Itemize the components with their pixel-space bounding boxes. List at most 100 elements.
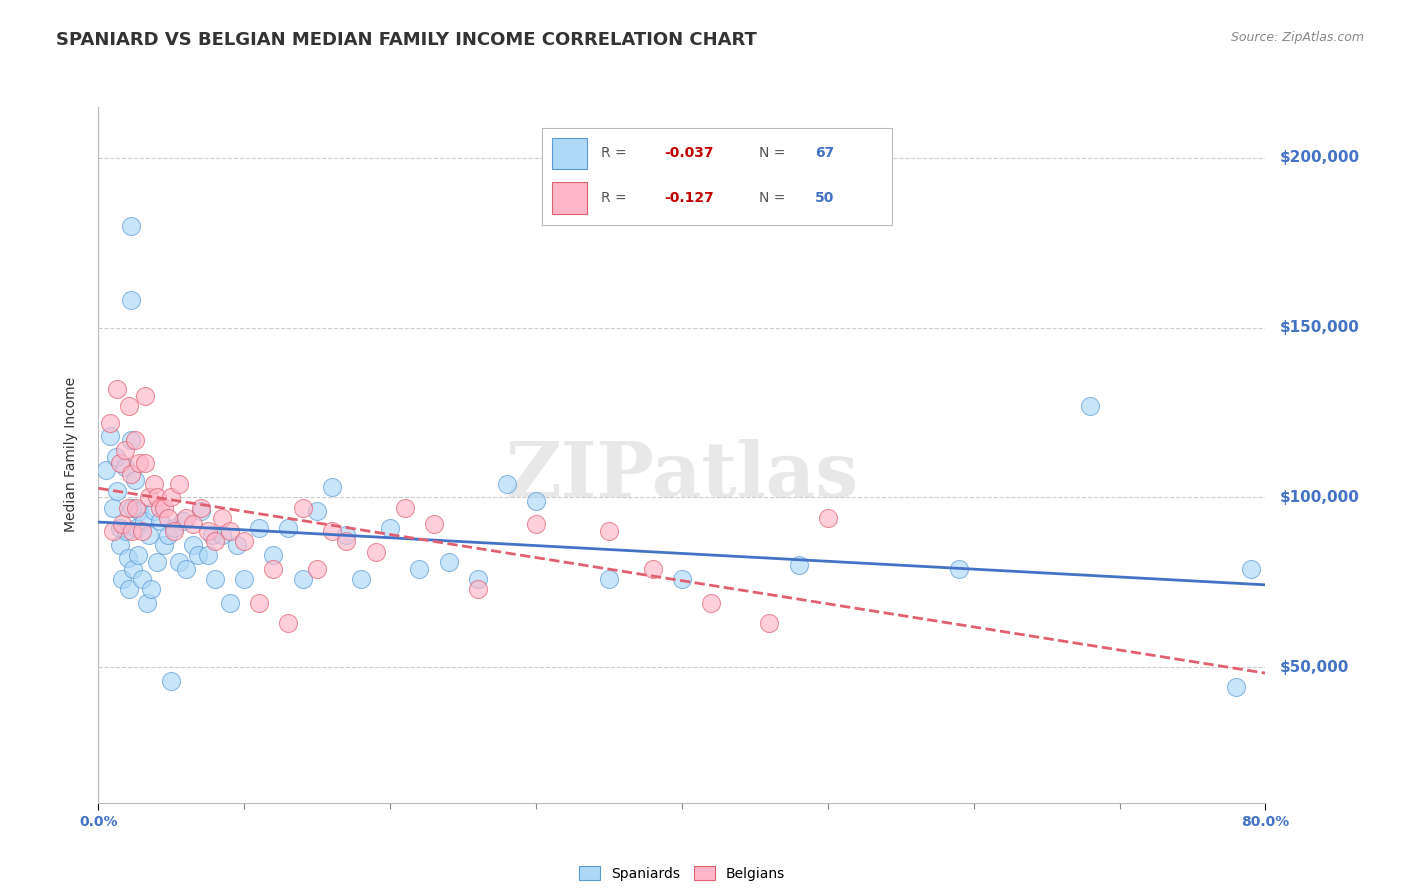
Point <box>134 388 156 402</box>
Point <box>218 596 240 610</box>
Point <box>134 457 156 471</box>
Point <box>204 572 226 586</box>
Point <box>204 534 226 549</box>
Point <box>181 538 204 552</box>
Point <box>277 521 299 535</box>
Point <box>233 572 256 586</box>
Point <box>118 399 141 413</box>
Text: $200,000: $200,000 <box>1279 151 1360 165</box>
Point <box>335 527 357 541</box>
Y-axis label: Median Family Income: Median Family Income <box>63 377 77 533</box>
Point <box>948 561 970 575</box>
Point <box>247 521 270 535</box>
Point <box>132 514 155 528</box>
Point <box>139 582 162 596</box>
Point <box>700 596 723 610</box>
Point <box>247 596 270 610</box>
Point <box>197 524 219 539</box>
Point <box>190 504 212 518</box>
Point <box>1080 399 1102 413</box>
Point <box>211 527 233 541</box>
Point <box>226 538 249 552</box>
Point <box>160 491 183 505</box>
Point <box>124 433 146 447</box>
Point <box>181 517 204 532</box>
Point <box>125 500 148 515</box>
Point <box>157 527 180 541</box>
Point <box>291 500 314 515</box>
Point <box>120 293 142 308</box>
Text: $150,000: $150,000 <box>1279 320 1360 335</box>
Point <box>120 433 142 447</box>
Point <box>787 558 810 573</box>
Point <box>117 500 139 515</box>
Point <box>105 382 128 396</box>
Point <box>110 521 132 535</box>
Point <box>111 572 134 586</box>
Point <box>350 572 373 586</box>
Point <box>153 500 176 515</box>
Text: $100,000: $100,000 <box>1279 490 1360 505</box>
Point <box>197 548 219 562</box>
Point <box>114 442 136 457</box>
Point <box>307 561 329 575</box>
Point <box>153 538 176 552</box>
Point <box>125 521 148 535</box>
Point <box>111 517 134 532</box>
Point <box>218 524 240 539</box>
Point <box>135 596 157 610</box>
Point <box>394 500 416 515</box>
Point <box>110 457 132 471</box>
Point <box>121 524 143 539</box>
Point <box>101 524 124 539</box>
Legend: Spaniards, Belgians: Spaniards, Belgians <box>574 861 790 887</box>
Point <box>321 524 343 539</box>
Point <box>157 510 180 524</box>
Point <box>233 534 256 549</box>
Point <box>101 500 124 515</box>
Text: Source: ZipAtlas.com: Source: ZipAtlas.com <box>1230 31 1364 45</box>
Point <box>98 429 121 443</box>
Point <box>149 500 172 515</box>
Point <box>291 572 314 586</box>
Point <box>307 504 329 518</box>
Point <box>105 483 128 498</box>
Point <box>423 517 446 532</box>
Point <box>128 504 150 518</box>
Point <box>163 524 186 539</box>
Point <box>335 534 357 549</box>
Point <box>190 500 212 515</box>
Point <box>641 561 664 575</box>
Point <box>671 572 693 586</box>
Point <box>262 548 284 562</box>
Point <box>128 457 150 471</box>
Point <box>277 615 299 630</box>
Point <box>117 551 139 566</box>
Point <box>104 450 127 464</box>
Point <box>131 572 153 586</box>
Point <box>142 476 165 491</box>
Point <box>174 510 197 524</box>
Point <box>114 459 136 474</box>
Point <box>138 527 160 541</box>
Point <box>146 555 169 569</box>
Point <box>110 538 132 552</box>
Point <box>115 524 138 539</box>
Point <box>201 527 224 541</box>
Point <box>131 524 153 539</box>
Point <box>149 514 172 528</box>
Point <box>598 524 620 539</box>
Point <box>118 582 141 596</box>
Point <box>1225 681 1247 695</box>
Text: SPANIARD VS BELGIAN MEDIAN FAMILY INCOME CORRELATION CHART: SPANIARD VS BELGIAN MEDIAN FAMILY INCOME… <box>56 31 756 49</box>
Point <box>364 544 387 558</box>
Point <box>172 514 194 528</box>
Point <box>467 572 489 586</box>
Point <box>211 510 233 524</box>
Point <box>163 521 186 535</box>
Point <box>321 480 343 494</box>
Point <box>437 555 460 569</box>
Point <box>142 504 165 518</box>
Point <box>817 510 839 524</box>
Point <box>174 561 197 575</box>
